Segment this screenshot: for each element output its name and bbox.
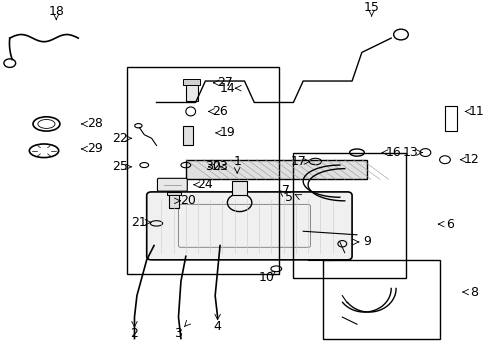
Bar <box>183 79 200 85</box>
Text: 9: 9 <box>362 235 370 248</box>
Text: 3: 3 <box>174 327 182 340</box>
FancyBboxPatch shape <box>157 178 187 191</box>
Text: 18: 18 <box>48 5 64 18</box>
Text: 30: 30 <box>204 160 220 174</box>
Bar <box>183 126 193 145</box>
Text: 11: 11 <box>468 105 484 118</box>
Text: 13: 13 <box>402 146 418 159</box>
Text: 26: 26 <box>212 105 227 118</box>
Text: 28: 28 <box>87 117 103 130</box>
Bar <box>167 192 181 195</box>
Text: 27: 27 <box>217 76 232 89</box>
Bar <box>322 260 439 338</box>
Bar <box>168 194 179 208</box>
Text: 15: 15 <box>363 1 379 14</box>
Text: 25: 25 <box>112 160 127 174</box>
FancyBboxPatch shape <box>146 192 351 260</box>
Text: 22: 22 <box>112 132 127 145</box>
Text: 21: 21 <box>131 216 147 229</box>
Text: 10: 10 <box>258 271 274 284</box>
Text: 19: 19 <box>219 126 235 139</box>
Text: 29: 29 <box>87 143 103 156</box>
Text: 7: 7 <box>282 184 289 197</box>
Bar <box>444 106 456 131</box>
Text: 14: 14 <box>219 82 235 95</box>
Text: 2: 2 <box>130 327 138 340</box>
Text: 17: 17 <box>290 155 305 168</box>
Text: 20: 20 <box>180 194 196 207</box>
Bar <box>185 83 198 101</box>
Text: 23: 23 <box>212 160 227 174</box>
Bar <box>185 160 366 179</box>
Text: 16: 16 <box>385 146 401 159</box>
Text: 12: 12 <box>463 153 479 166</box>
Text: 4: 4 <box>213 320 221 333</box>
Text: 8: 8 <box>469 285 477 298</box>
Bar <box>127 67 278 274</box>
Text: 5: 5 <box>284 191 292 204</box>
Text: 6: 6 <box>445 217 453 231</box>
Bar <box>232 181 246 195</box>
Text: 24: 24 <box>197 178 213 191</box>
Bar <box>293 153 405 278</box>
Text: 1: 1 <box>233 155 241 168</box>
